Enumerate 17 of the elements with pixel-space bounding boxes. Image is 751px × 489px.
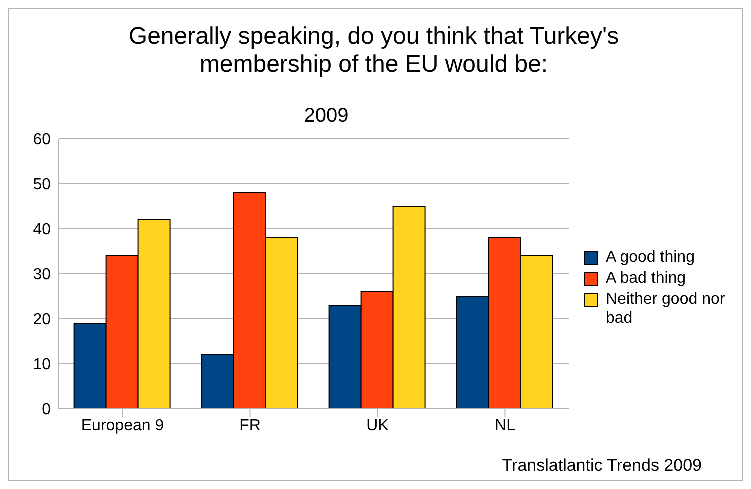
x-tick-label: FR xyxy=(240,417,261,434)
chart-subtitle: 2009 xyxy=(303,105,350,128)
y-tick-label: 10 xyxy=(33,356,52,374)
x-tick-label: UK xyxy=(366,417,390,434)
legend-label: A good thing xyxy=(606,248,695,267)
y-tick-label: 30 xyxy=(33,266,52,284)
chart-title: Generally speaking, do you think that Turkey's membership of the EU would be: xyxy=(128,23,620,79)
y-tick-label: 50 xyxy=(33,176,52,194)
legend-label: Neither good nor bad xyxy=(606,290,726,328)
y-tick-label: 60 xyxy=(33,132,52,149)
x-tick-label: NL xyxy=(495,417,516,434)
y-tick-label: 40 xyxy=(33,222,52,239)
x-tick-label: European 9 xyxy=(81,417,164,434)
legend-label: A bad thing xyxy=(606,269,686,288)
y-tick-label: 0 xyxy=(42,402,52,419)
y-tick-label: 20 xyxy=(33,312,52,329)
text: Translatlantic Trends 2009 xyxy=(502,456,702,476)
